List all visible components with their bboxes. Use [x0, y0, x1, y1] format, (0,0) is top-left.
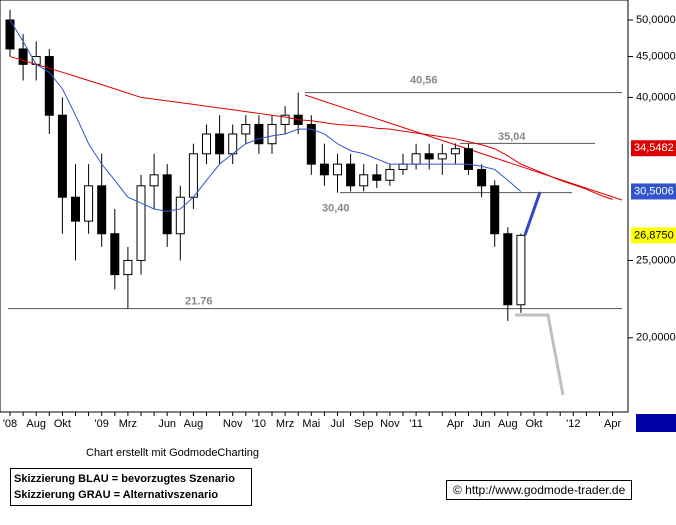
candle-body: [254, 123, 264, 145]
candle-body: [202, 133, 211, 155]
price-box-label: 34,5482: [634, 142, 674, 154]
candle-body: [136, 185, 146, 261]
scenario-blue: [523, 191, 542, 236]
level-label: 35,04: [498, 131, 526, 143]
y-tick-label: 20,0000: [636, 332, 676, 344]
candle-body: [319, 163, 329, 176]
level-label: 40,56: [410, 74, 438, 86]
scenario-gray: [515, 313, 565, 396]
x-tick-label: Apr: [447, 418, 464, 430]
y-tick-label: 45,0000: [636, 50, 676, 62]
website: © http://www.godmode-trader.de: [446, 480, 633, 500]
x-tick-label: '12: [566, 418, 580, 430]
candle-body: [333, 163, 342, 176]
x-tick-label: '09: [95, 418, 109, 430]
source-note: Chart erstellt mit GodmodeCharting: [86, 447, 260, 459]
y-tick-label: 50,0000: [636, 14, 676, 26]
x-tick-label: Okt: [525, 418, 542, 430]
candle-body: [346, 163, 356, 187]
candle-body: [411, 153, 421, 165]
candle-body: [280, 114, 290, 125]
x-tick-label: Aug: [184, 418, 204, 430]
candle-body: [372, 174, 382, 181]
scenario-text: Skizzierung GRAU = Alternativszenario: [14, 489, 219, 501]
candle-body: [490, 185, 500, 235]
candle-body: [477, 168, 487, 187]
candle-body: [44, 56, 54, 116]
moving-average: [9, 56, 613, 200]
candle-body: [110, 233, 120, 276]
candle-body: [267, 123, 277, 145]
x-tick-label: Okt: [54, 418, 71, 430]
candle-body: [516, 234, 526, 306]
x-tick-label: '11: [409, 418, 423, 430]
trendline: [304, 94, 623, 201]
candle-body: [215, 133, 225, 155]
y-tick-label: 40,0000: [636, 91, 676, 103]
candle-body: [57, 114, 67, 198]
candle-body: [306, 123, 316, 165]
x-tick-label: Jun: [473, 418, 491, 430]
x-tick-label: Mrz: [119, 418, 137, 430]
level-label: 21.76: [185, 295, 213, 307]
x-tick-label: Sep: [354, 418, 374, 430]
x-tick-label: Aug: [26, 418, 46, 430]
x-tick-label: Jul: [330, 418, 344, 430]
y-tick-label: 25,0000: [636, 254, 676, 266]
candle-body: [437, 153, 447, 160]
x-tick-label: Mrz: [276, 418, 294, 430]
candle-body: [424, 153, 434, 160]
candle-body: [464, 148, 473, 170]
candle-body: [385, 168, 395, 181]
moving-average: [9, 19, 522, 212]
chart: 20,0000 25,0000 40,0000 45,0000 50,0000 '08 Au…: [0, 0, 676, 432]
price-box-label: 26,8750: [634, 229, 674, 241]
x-tick-label: Nov: [380, 418, 400, 430]
candle-body: [450, 148, 460, 155]
price-box-label: 30,5006: [634, 185, 674, 197]
candle-body: [84, 185, 94, 222]
x-tick-label: Nov: [223, 418, 243, 430]
corner-icon: [636, 414, 676, 432]
price-box: [631, 140, 676, 157]
candle-body: [175, 196, 185, 235]
x-tick-label: Aug: [498, 418, 518, 430]
x-tick-label: Apr: [604, 418, 621, 430]
candle-body: [241, 123, 251, 135]
candle-body: [188, 153, 198, 198]
candle-body: [149, 174, 159, 187]
x-tick-label: '10: [252, 418, 266, 430]
x-tick-label: Mai: [302, 418, 320, 430]
candle-body: [18, 48, 28, 65]
x-tick-label: Jun: [158, 418, 176, 430]
candle-body: [71, 196, 80, 222]
scenario-text: Skizzierung BLAU = bevorzugtes Szenario: [14, 473, 235, 485]
candle-body: [359, 174, 369, 187]
price-box: [631, 227, 676, 244]
candle-body: [97, 185, 107, 235]
candle-body: [123, 259, 133, 276]
candle-body: [398, 163, 408, 170]
level-label: 30,40: [322, 203, 350, 215]
legend-box: Skizzierung BLAU = bevorzugtes Szenario …: [10, 468, 252, 506]
candle-body: [503, 233, 513, 306]
price-box: [631, 183, 676, 200]
x-tick-label: '08: [3, 418, 17, 430]
candle-body: [162, 174, 172, 235]
candle-body: [228, 133, 238, 155]
